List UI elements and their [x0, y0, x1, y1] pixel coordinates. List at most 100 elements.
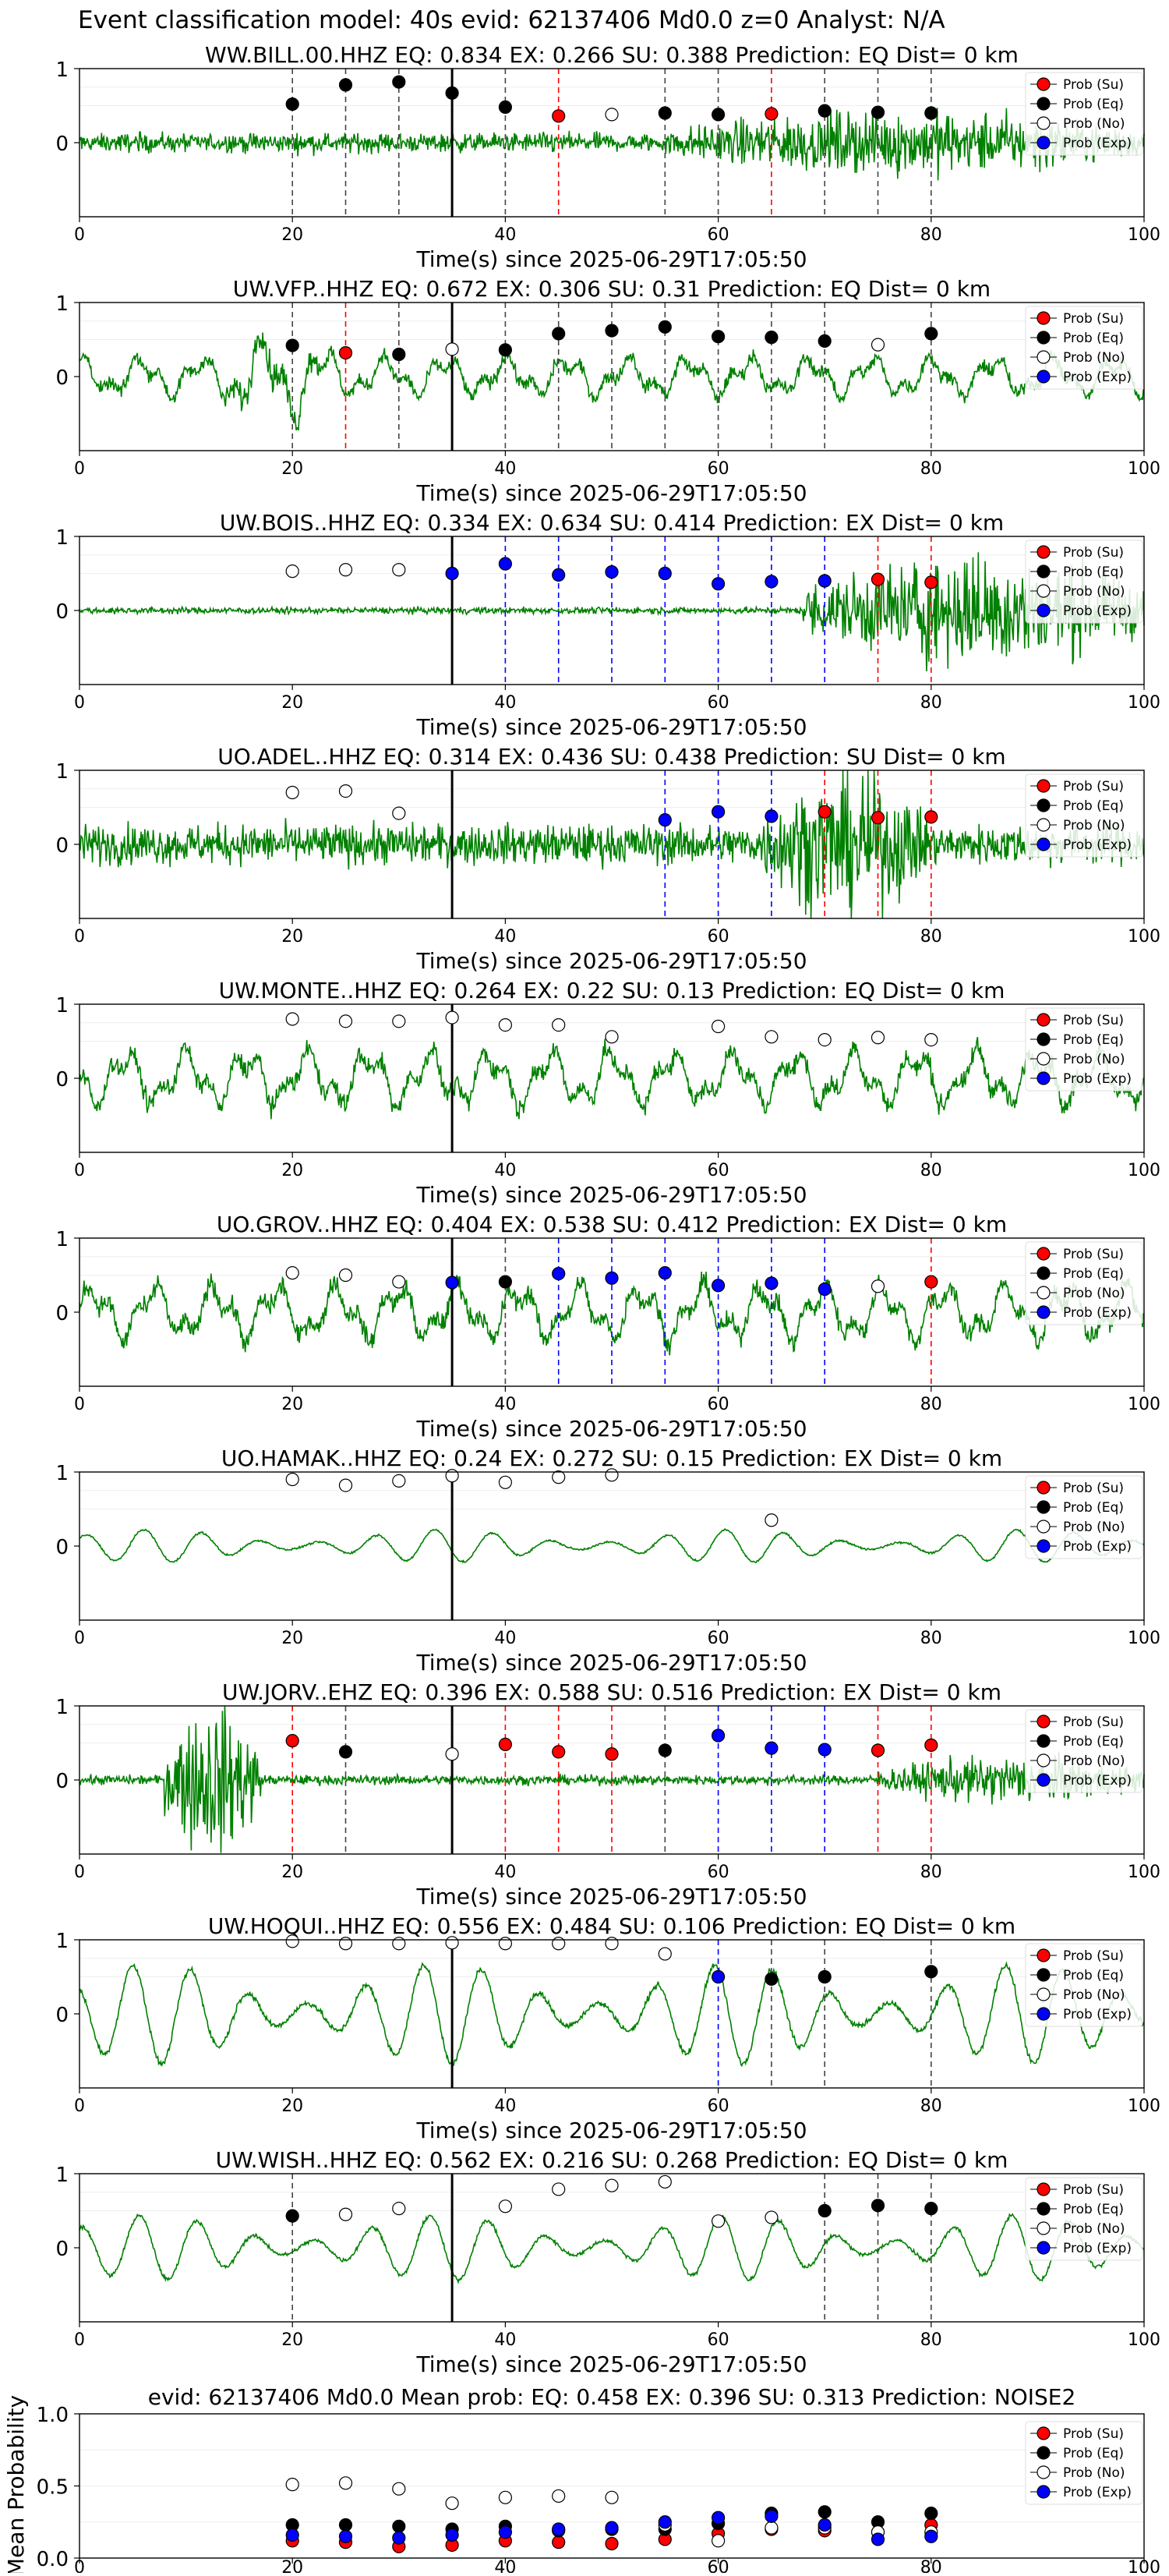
prob-point-eq [871, 105, 885, 119]
legend-marker-no [1037, 584, 1051, 598]
legend-label-eq: Prob (Eq) [1063, 331, 1124, 346]
prob-point-no [338, 1478, 353, 1492]
prob-point-exp [658, 566, 672, 581]
x-tick-label: 20 [281, 1629, 303, 1648]
legend-label-eq: Prob (Eq) [1063, 564, 1124, 580]
prob-point-eq [552, 327, 566, 341]
y-tick-label: 1.0 [37, 2404, 69, 2427]
legend-box [1025, 1475, 1143, 1559]
legend-label-su: Prob (Su) [1063, 545, 1124, 561]
y-axis-label: Mean Probability [3, 2395, 29, 2573]
mean-point-exp [658, 2515, 672, 2529]
legend-marker-eq [1037, 1968, 1051, 1982]
legend-marker-exp [1037, 1071, 1051, 1085]
mean-point-no [711, 2534, 726, 2548]
prob-point-no [552, 1017, 566, 1032]
prob-point-no [285, 785, 299, 800]
prob-point-no [338, 563, 353, 577]
panel-title: UW.HOQUI..HHZ EQ: 0.556 EX: 0.484 SU: 0.… [208, 1913, 1015, 1939]
x-tick-label: 60 [708, 1161, 729, 1180]
legend-marker-exp [1037, 1539, 1051, 1553]
legend-marker-su [1037, 1948, 1051, 1962]
legend-marker-exp [1037, 837, 1051, 851]
prob-point-eq [285, 2209, 299, 2223]
legend-marker-eq [1037, 564, 1051, 579]
waveform-trace [79, 1037, 1145, 1120]
x-tick-label: 80 [920, 693, 942, 713]
legend-marker-su [1037, 311, 1051, 325]
station-panel-UW.HOQUI..HHZ: UW.HOQUI..HHZ EQ: 0.556 EX: 0.484 SU: 0.… [55, 1913, 1160, 2143]
x-tick-label: 60 [708, 2558, 729, 2573]
legend-label-exp: Prob (Exp) [1063, 136, 1132, 151]
prob-point-eq [392, 75, 406, 89]
x-tick-label: 20 [281, 2097, 303, 2116]
prob-point-su [552, 1745, 566, 1759]
prob-point-no [871, 1279, 885, 1293]
legend-marker-su [1037, 779, 1051, 793]
y-tick-label: 1 [55, 1462, 69, 1485]
prob-point-eq [871, 2199, 885, 2213]
prob-point-no [818, 1032, 832, 1047]
x-tick-label: 0 [74, 2330, 85, 2350]
legend-label-su: Prob (Su) [1063, 2182, 1124, 2198]
panel-title: UW.BOIS..HHZ EQ: 0.334 EX: 0.634 SU: 0.4… [220, 510, 1004, 536]
waveform-trace [79, 1961, 1145, 2068]
y-tick-label: 1 [55, 292, 69, 316]
panel-title: UO.ADEL..HHZ EQ: 0.314 EX: 0.436 SU: 0.4… [217, 744, 1005, 770]
legend-box [1025, 1943, 1143, 2027]
y-tick-label: 1 [55, 1696, 69, 1719]
y-tick-label: 0.5 [37, 2476, 69, 2500]
mean-point-exp [711, 2511, 726, 2525]
legend-box [1025, 1007, 1143, 1092]
prob-point-exp [605, 1271, 619, 1285]
y-tick-label: 0 [55, 1068, 69, 1092]
legend-label-no: Prob (No) [1063, 1753, 1125, 1769]
mean-point-no [285, 2478, 299, 2492]
legend-label-exp: Prob (Exp) [1063, 1773, 1132, 1789]
mean-point-no [392, 2482, 406, 2496]
x-tick-label: 80 [920, 1629, 942, 1648]
x-tick-label: 40 [494, 1161, 516, 1180]
legend-marker-no [1037, 2465, 1051, 2479]
prob-point-no [498, 1017, 513, 1032]
x-tick-label: 80 [920, 2097, 942, 2116]
prob-point-exp [711, 1279, 726, 1293]
x-tick-label: 60 [708, 1863, 729, 1882]
panel-title: UW.VFP..HHZ EQ: 0.672 EX: 0.306 SU: 0.31… [233, 276, 991, 302]
prob-point-eq [658, 106, 672, 120]
legend-marker-exp [1037, 370, 1051, 384]
legend-label-exp: Prob (Exp) [1063, 1071, 1132, 1087]
prob-point-su [871, 1743, 885, 1757]
legend-marker-exp [1037, 603, 1051, 617]
x-tick-label: 40 [494, 1629, 516, 1648]
prob-point-su [605, 1747, 619, 1761]
legend-label-eq: Prob (Eq) [1063, 1734, 1124, 1750]
legend-label-eq: Prob (Eq) [1063, 97, 1124, 112]
legend-marker-su [1037, 1247, 1051, 1261]
prob-point-no [605, 1030, 619, 1044]
prob-point-exp [605, 564, 619, 579]
x-axis-label: Time(s) since 2025-06-29T17:05:50 [415, 948, 807, 974]
prob-point-no [498, 1937, 513, 1951]
prob-point-no [338, 2207, 353, 2221]
prob-point-no [285, 1934, 299, 1948]
station-panel-UW.WISH..HHZ: UW.WISH..HHZ EQ: 0.562 EX: 0.216 SU: 0.2… [55, 2147, 1160, 2377]
waveform-trace [79, 1705, 1145, 1853]
prob-point-eq [924, 327, 938, 341]
legend-marker-eq [1037, 2202, 1051, 2216]
x-axis-label: Time(s) since 2025-06-29T17:05:50 [415, 2351, 807, 2377]
prob-point-su [871, 811, 885, 825]
prob-point-exp [711, 1969, 726, 1984]
prob-point-exp [711, 805, 726, 819]
y-tick-label: 1 [55, 994, 69, 1017]
prob-point-eq [818, 2203, 832, 2218]
prob-point-eq [765, 1972, 779, 1986]
x-tick-label: 60 [708, 693, 729, 713]
y-tick-label: 0.0 [37, 2548, 69, 2571]
prob-point-eq [924, 106, 938, 120]
prob-point-eq [338, 78, 353, 92]
legend-label-exp: Prob (Exp) [1063, 2485, 1132, 2500]
x-axis-label: Time(s) since 2025-06-29T17:05:50 [415, 1884, 807, 1909]
legend-marker-su [1037, 545, 1051, 559]
